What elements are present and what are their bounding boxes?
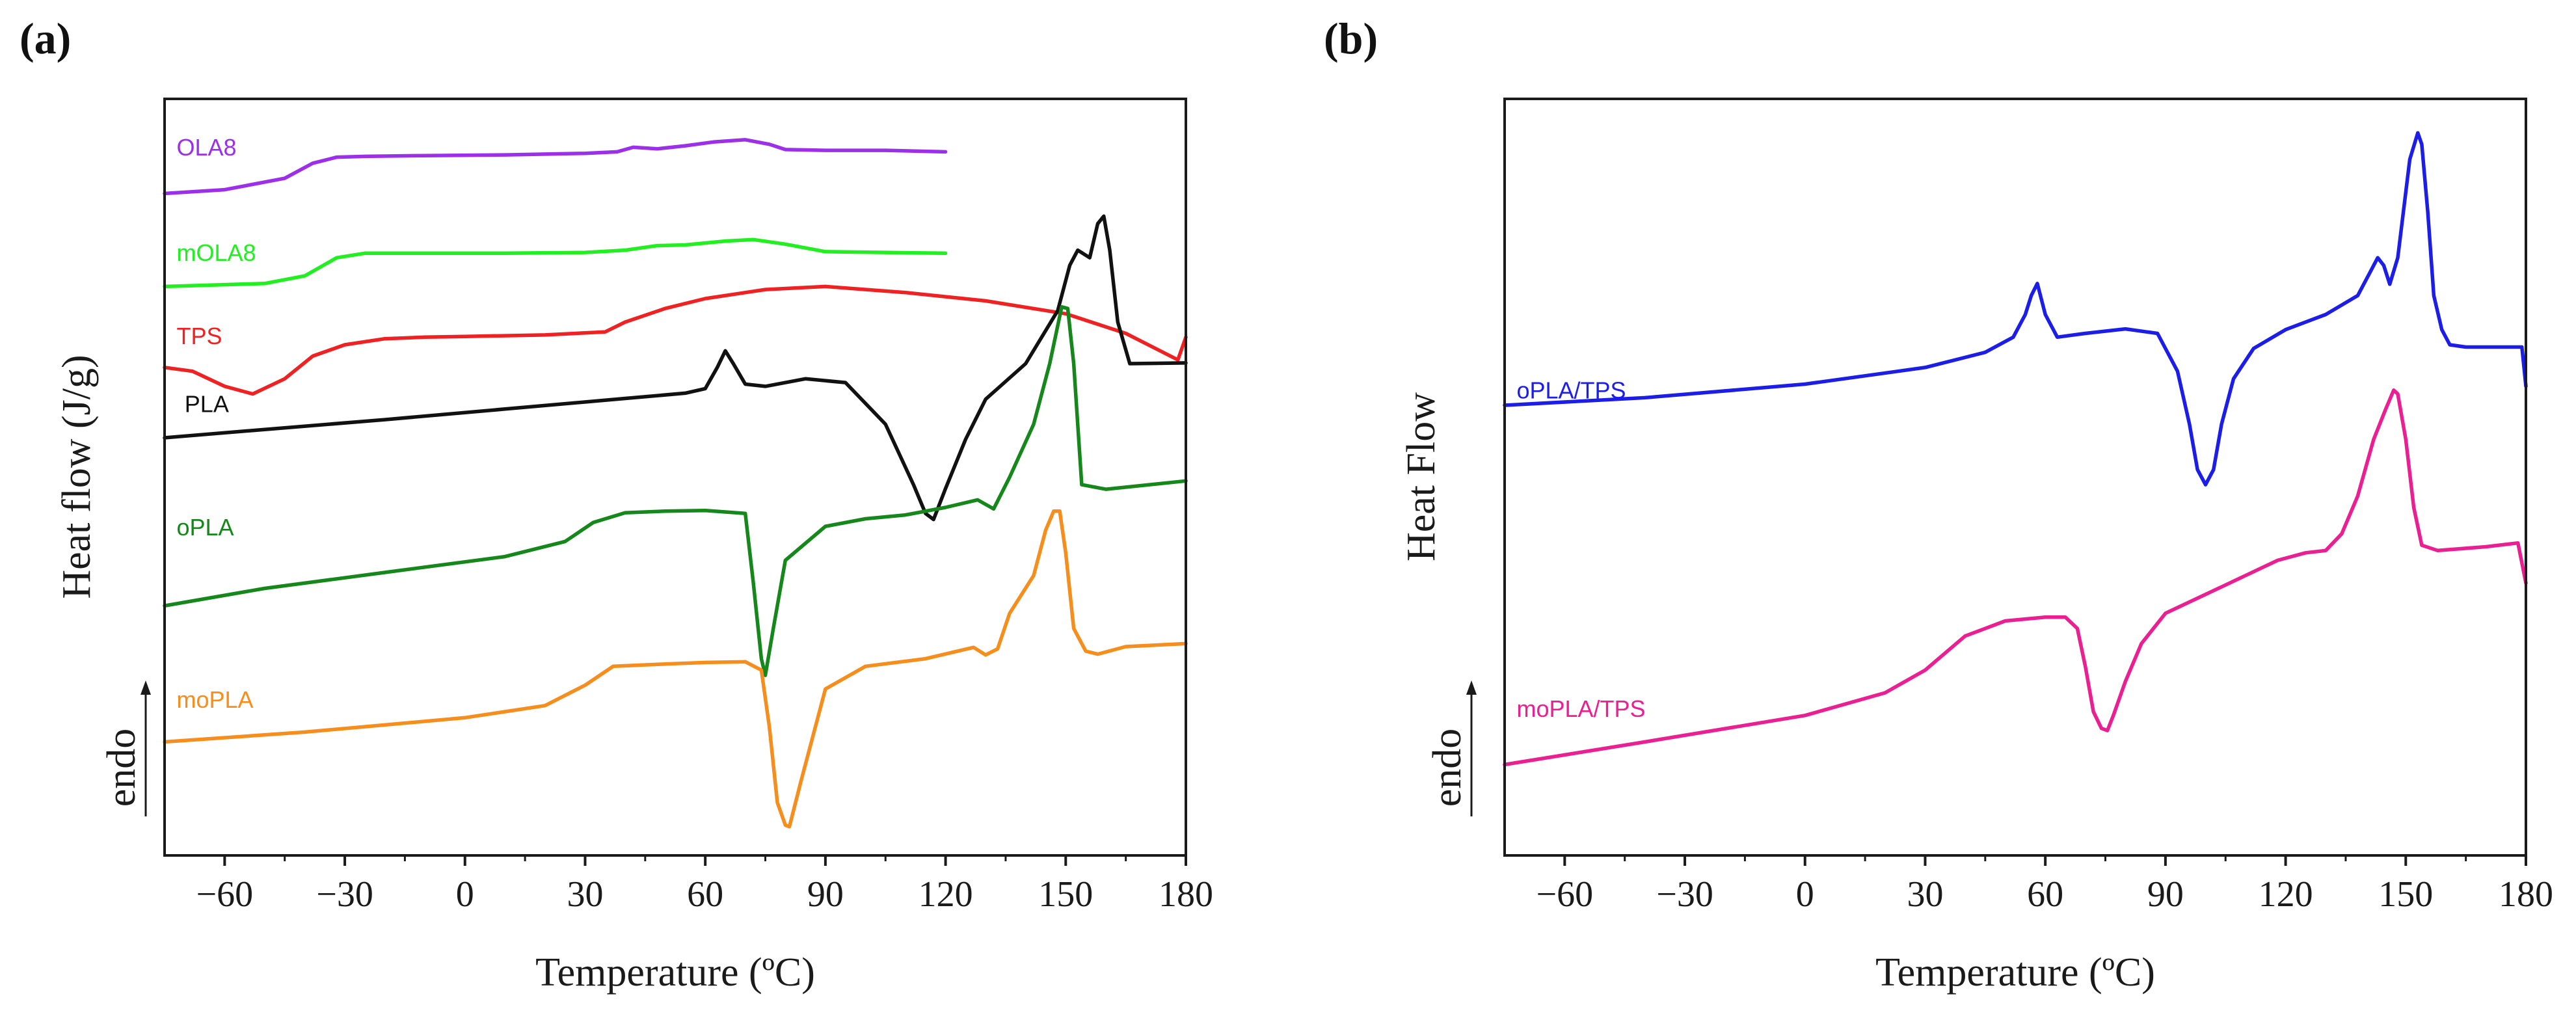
panel-a-x-axis-title: Temperature (ºC): [535, 950, 815, 995]
panel-a-y-axis-title: Heat flow (J/g): [55, 355, 99, 598]
panel-a-plot-frame: [163, 98, 1187, 857]
series-line-mola8: [163, 237, 948, 289]
series-label-ola8: OLA8: [176, 134, 236, 161]
panel-b-x-tick-label: 30: [1907, 874, 1943, 915]
panel-b-x-tick-label: −60: [1536, 874, 1594, 915]
series-line-mopla: [163, 509, 1188, 829]
panel-a: (a) −60 −30 0 30 60 90 120 150 180 OLA8 mOLA8 TPS P…: [20, 14, 1213, 995]
series-label-opla-tps: oPLA/TPS: [1516, 377, 1626, 404]
panel-b-x-tick-label: 90: [2147, 874, 2184, 915]
panel-b-endo-label: endo: [1425, 729, 1469, 807]
panel-a-x-tick-label: 60: [687, 874, 723, 915]
series-line-opla-tps: [1503, 131, 2528, 487]
series-label-mola8: mOLA8: [176, 239, 256, 266]
panel-a-endo-arrowhead: [141, 680, 151, 695]
series-label-mopla: moPLA: [176, 686, 253, 713]
panel-b-label: (b): [1324, 14, 1378, 63]
panel-b-y-axis-title: Heat Flow: [1399, 392, 1443, 561]
series-label-tps: TPS: [176, 323, 222, 349]
series-label-opla: oPLA: [176, 514, 234, 541]
panel-b-endo-indicator: endo: [1425, 680, 1477, 816]
panel-b-x-tick-label: 180: [2499, 874, 2553, 915]
panel-a-x-tick-label: 120: [919, 874, 973, 915]
series-line-tps: [163, 284, 1188, 396]
series-label-mopla-tps: moPLA/TPS: [1516, 695, 1645, 722]
panel-a-x-tick-label: 0: [456, 874, 474, 915]
panel-b-x-tick-label: 120: [2259, 874, 2313, 915]
panel-b-x-tick-label: 0: [1796, 874, 1814, 915]
panel-a-label: (a): [20, 14, 71, 63]
panel-b-plot-frame: [1503, 98, 2527, 857]
panel-a-x-tick-label: 150: [1038, 874, 1093, 915]
panel-a-x-tick-label: −60: [196, 874, 254, 915]
panel-b-endo-arrowhead: [1466, 680, 1477, 695]
series-label-pla: PLA: [185, 390, 229, 417]
panel-b-x-tick-label: 150: [2378, 874, 2433, 915]
panel-b-x-axis-title: Temperature (ºC): [1875, 950, 2155, 995]
series-line-pla: [163, 214, 1188, 522]
panel-b: (b) −60 −30 0 30 60 90 120 150 180 oPLA/TPS moPLA…: [1324, 14, 2553, 995]
panel-b-x-tick-label: −30: [1656, 874, 1713, 915]
panel-a-endo-label: endo: [100, 729, 144, 807]
series-line-opla: [163, 305, 1188, 677]
panel-a-endo-indicator: endo: [100, 680, 151, 816]
series-line-mopla-tps: [1503, 388, 2528, 767]
panel-b-x-tick-label: 60: [2027, 874, 2063, 915]
series-line-ola8: [163, 138, 948, 196]
panel-a-x-tick-label: 180: [1159, 874, 1213, 915]
panel-a-x-tick-label: −30: [316, 874, 373, 915]
panel-a-x-tick-label: 90: [807, 874, 844, 915]
panel-a-x-tick-label: 30: [567, 874, 603, 915]
